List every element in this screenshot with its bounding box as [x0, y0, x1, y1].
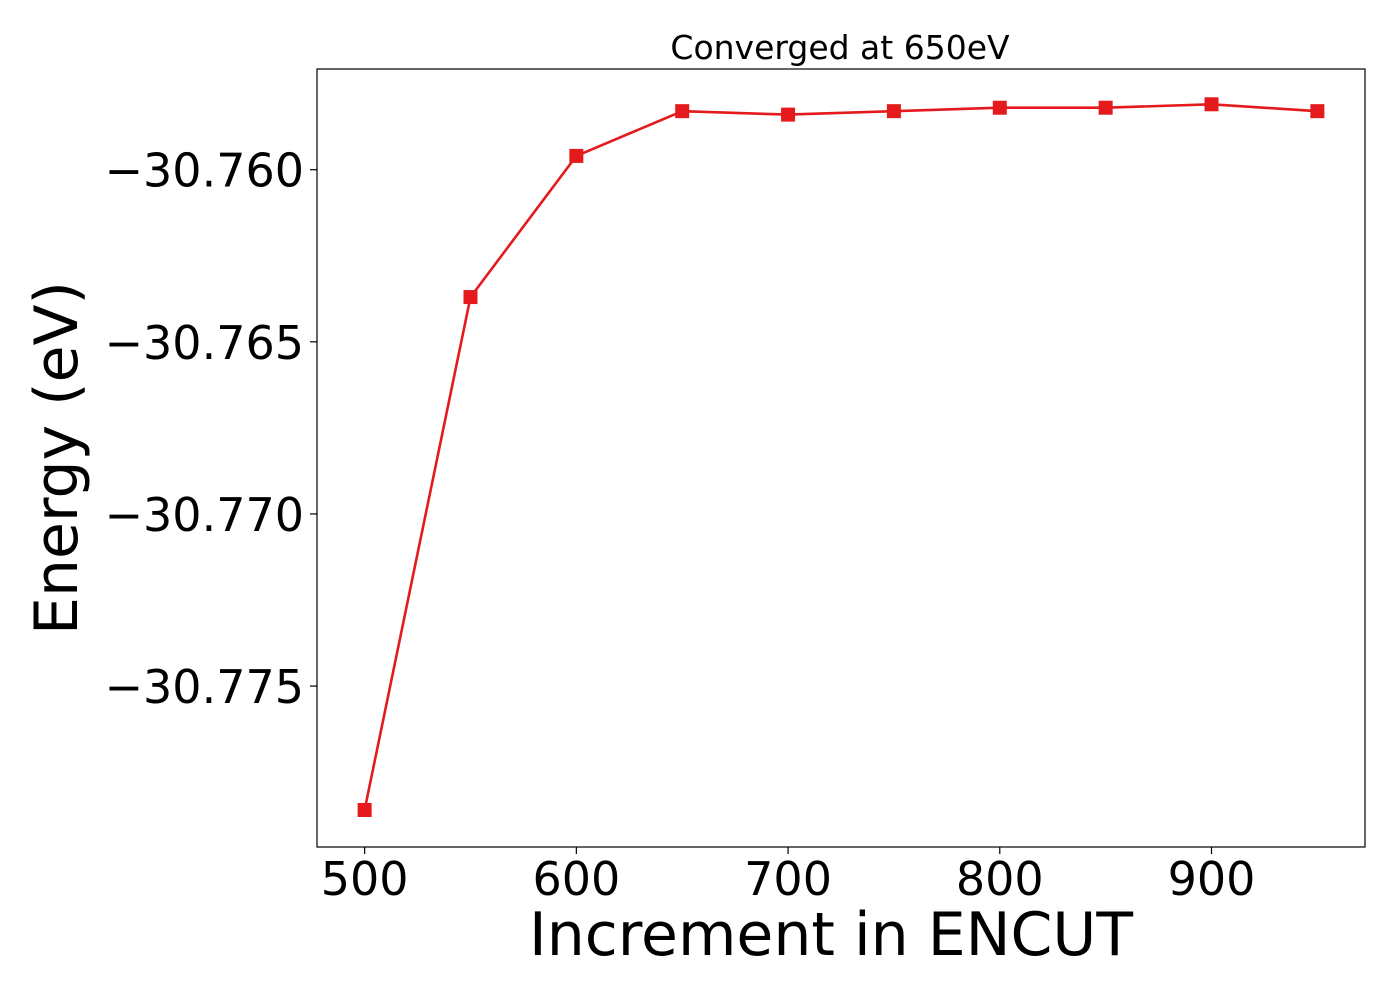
y-axis-label: Energy (eV) [22, 281, 92, 635]
plot-area [316, 68, 1366, 848]
chart-title: Converged at 650eV [670, 28, 1010, 67]
data-point-marker [1310, 104, 1325, 119]
x-axis-ticks: 500 600 700 800 900 [321, 847, 1256, 906]
y-tick-label: −30.760 [105, 144, 305, 198]
y-tick-label: −30.765 [105, 316, 305, 370]
data-point-marker [463, 290, 478, 305]
y-tick-label: −30.770 [105, 488, 305, 542]
data-point-marker [569, 148, 584, 163]
data-point-marker [992, 100, 1007, 115]
y-axis-ticks: −30.760 −30.765 −30.770 −30.775 [105, 144, 317, 714]
x-tick-label: 800 [956, 852, 1044, 906]
data-point-marker [1098, 100, 1113, 115]
x-tick-label: 900 [1168, 852, 1256, 906]
x-axis-label: Increment in ENCUT [529, 900, 1133, 970]
x-tick-label: 500 [321, 852, 409, 906]
data-point-marker [781, 107, 796, 122]
series-line [363, 103, 1318, 811]
data-point-marker [1204, 97, 1219, 112]
x-tick-label: 700 [744, 852, 832, 906]
y-tick-label: −30.775 [105, 660, 305, 714]
data-point-marker [886, 104, 901, 119]
x-tick-label: 600 [532, 852, 620, 906]
series-layer [357, 97, 1325, 817]
data-point-marker [675, 104, 690, 119]
data-point-marker [357, 802, 372, 817]
